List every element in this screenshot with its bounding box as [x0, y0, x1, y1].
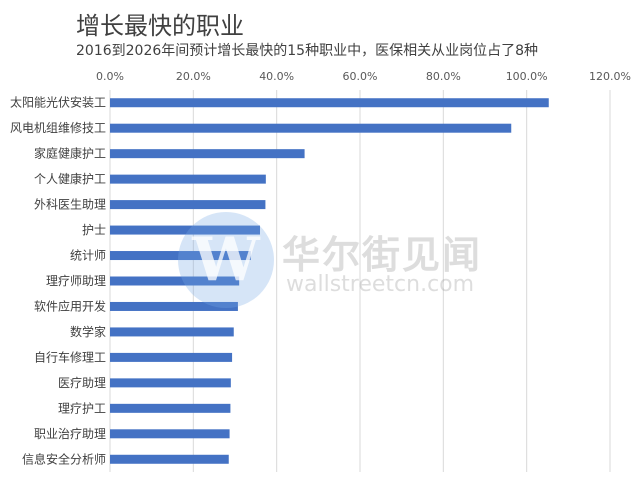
- category-label: 自行车修理工: [34, 349, 106, 364]
- category-labels: 太阳能光伏安装工风电机组维修技工家庭健康护工个人健康护工外科医生助理护士统计师理…: [10, 95, 106, 467]
- chart-title: 增长最快的职业: [76, 12, 244, 40]
- x-tick-label: 60.0%: [343, 70, 378, 83]
- bars: [110, 98, 549, 464]
- category-label: 个人健康护工: [34, 171, 106, 186]
- chart-subtitle: 2016到2026年间预计增长最快的15种职业中，医保相关从业岗位占了8种: [76, 43, 538, 59]
- bar: [110, 352, 233, 362]
- bar: [110, 276, 240, 286]
- category-label: 职业治疗助理: [34, 427, 106, 441]
- x-tick-label: 20.0%: [176, 70, 211, 83]
- category-label: 软件应用开发: [34, 298, 106, 313]
- bar: [110, 429, 230, 439]
- bar: [110, 251, 251, 261]
- bar: [110, 378, 231, 388]
- bar: [110, 301, 238, 311]
- x-tick-label: 100.0%: [506, 70, 548, 83]
- x-axis-ticks: 0.0% 20.0% 40.0% 60.0% 80.0% 100.0% 120.0%: [96, 70, 631, 83]
- bar: [110, 98, 549, 108]
- category-label: 家庭健康护工: [34, 146, 106, 161]
- category-label: 太阳能光伏安装工: [10, 95, 106, 110]
- bar: [110, 454, 229, 464]
- bar: [110, 200, 266, 210]
- x-tick-label: 0.0%: [96, 70, 124, 83]
- bar: [110, 149, 305, 159]
- category-label: 统计师: [70, 249, 106, 263]
- category-label: 风电机组维修技工: [10, 120, 106, 135]
- category-label: 信息安全分析师: [22, 451, 106, 466]
- category-label: 护士: [82, 223, 106, 237]
- x-tick-label: 40.0%: [259, 70, 294, 83]
- bar: [110, 225, 260, 235]
- category-label: 医疗助理: [58, 376, 106, 390]
- bar: [110, 123, 512, 133]
- category-label: 理疗护工: [58, 401, 106, 415]
- category-label: 理疗师助理: [46, 274, 106, 288]
- bar: [110, 327, 234, 337]
- x-tick-label: 80.0%: [426, 70, 461, 83]
- category-label: 外科医生助理: [34, 198, 106, 212]
- bar: [110, 403, 231, 413]
- bar: [110, 174, 266, 184]
- x-tick-label: 120.0%: [589, 70, 631, 83]
- category-label: 数学家: [70, 324, 106, 339]
